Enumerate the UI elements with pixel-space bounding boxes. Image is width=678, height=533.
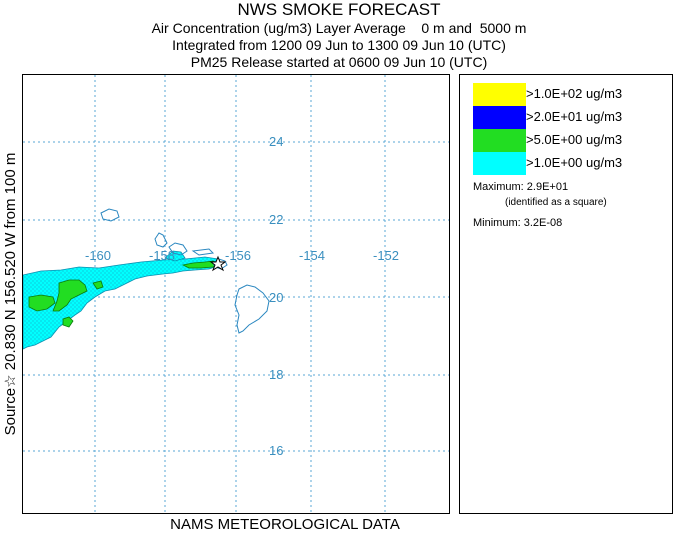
legend-minimum: Minimum: 3.2E-08 <box>473 217 563 229</box>
island-oahu <box>168 242 188 256</box>
axis-labels: -160 -158 -156 -154 -152 24 22 20 18 16 <box>85 134 399 458</box>
lat-label-22: 22 <box>269 212 283 227</box>
legend-swatch-yellow <box>473 83 526 106</box>
map-canvas: -160 -158 -156 -154 -152 24 22 20 18 16 <box>23 75 449 513</box>
footer-data-source: NAMS METEOROLOGICAL DATA <box>170 516 400 533</box>
legend-item-3: >5.0E+00 ug/m3 <box>460 129 672 152</box>
source-label-container: Source☆ 20.830 N 156.520 W from 100 m <box>0 74 20 514</box>
lon-label-154: -154 <box>299 248 325 263</box>
lat-label-16: 16 <box>269 443 283 458</box>
lon-label-156: -156 <box>225 248 251 263</box>
legend-item-4: >1.0E+00 ug/m3 <box>460 152 672 175</box>
lat-label-24: 24 <box>269 134 283 149</box>
plume-level-2-e <box>92 280 104 290</box>
legend-item-1: >1.0E+02 ug/m3 <box>460 83 672 106</box>
subtitle-integration: Integrated from 1200 09 Jun to 1300 09 J… <box>172 37 506 53</box>
lon-label-160: -160 <box>85 248 111 263</box>
map-panel: -160 -158 -156 -154 -152 24 22 20 18 16 <box>22 74 450 514</box>
legend-label-4: >1.0E+00 ug/m3 <box>526 155 623 170</box>
subtitle-concentration: Air Concentration (ug/m3) Layer Average … <box>151 20 527 36</box>
plume-level-2-c <box>28 294 56 312</box>
legend-swatch-blue <box>473 106 526 129</box>
legend-maximum-note: (identified as a square) <box>505 197 607 208</box>
plume-level-2-d <box>62 316 74 328</box>
island-kauai <box>154 232 168 248</box>
lat-label-18: 18 <box>269 367 283 382</box>
island-niihau <box>100 208 120 222</box>
source-star-marker <box>209 255 227 272</box>
lon-label-158: -158 <box>149 248 175 263</box>
island-molokai <box>191 248 215 256</box>
lon-label-152: -152 <box>373 248 399 263</box>
plume-oahu-lobe <box>164 250 186 262</box>
legend-label-3: >5.0E+00 ug/m3 <box>526 132 623 147</box>
island-hawaii <box>234 284 270 334</box>
legend-swatch-cyan <box>473 152 526 175</box>
grid-lines <box>23 75 449 513</box>
lat-label-20: 20 <box>269 290 283 305</box>
legend-panel: >1.0E+02 ug/m3 >2.0E+01 ug/m3 >5.0E+00 u… <box>459 74 673 514</box>
plume-level-2-b <box>52 279 88 312</box>
forecast-title: NWS SMOKE FORECAST <box>237 0 441 19</box>
legend-maximum: Maximum: 2.9E+01 <box>473 181 569 193</box>
legend-label-1: >1.0E+02 ug/m3 <box>526 86 623 101</box>
legend-item-2: >2.0E+01 ug/m3 <box>460 106 672 129</box>
legend-swatch-green <box>473 129 526 152</box>
subtitle-release: PM25 Release started at 0600 09 Jun 10 (… <box>190 54 488 70</box>
legend-label-2: >2.0E+01 ug/m3 <box>526 109 623 124</box>
source-location-label: Source☆ 20.830 N 156.520 W from 100 m <box>2 152 19 436</box>
